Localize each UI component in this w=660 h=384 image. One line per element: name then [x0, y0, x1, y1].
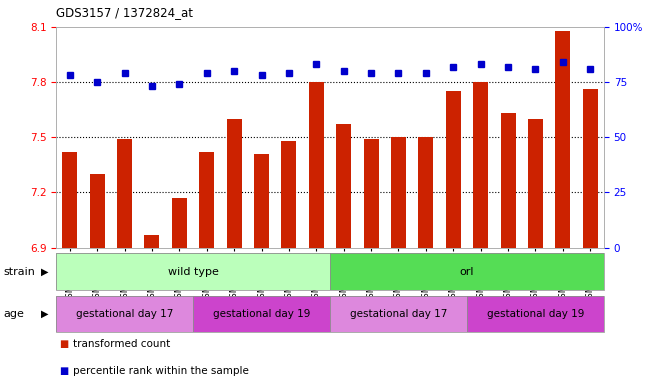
Bar	[500, 113, 515, 248]
Bar	[254, 154, 269, 248]
Bar	[336, 124, 351, 248]
Bar	[309, 82, 324, 248]
Text: ■: ■	[59, 339, 69, 349]
Bar	[56, 253, 330, 290]
Bar	[62, 152, 77, 248]
Bar	[193, 296, 330, 332]
Text: wild type: wild type	[168, 266, 218, 277]
Text: strain: strain	[3, 266, 35, 277]
Bar	[364, 139, 379, 248]
Text: ▶: ▶	[41, 309, 49, 319]
Bar	[528, 119, 543, 248]
Text: gestational day 19: gestational day 19	[486, 309, 584, 319]
Bar	[391, 137, 406, 248]
Text: gestational day 17: gestational day 17	[350, 309, 447, 319]
Bar	[199, 152, 214, 248]
Bar	[473, 82, 488, 248]
Text: gestational day 19: gestational day 19	[213, 309, 310, 319]
Text: age: age	[3, 309, 24, 319]
Bar	[172, 198, 187, 248]
Text: ▶: ▶	[41, 266, 49, 277]
Bar	[145, 235, 160, 248]
Text: gestational day 17: gestational day 17	[76, 309, 174, 319]
Bar	[56, 296, 193, 332]
Bar	[226, 119, 242, 248]
Text: transformed count: transformed count	[73, 339, 170, 349]
Text: GDS3157 / 1372824_at: GDS3157 / 1372824_at	[56, 6, 193, 19]
Bar	[90, 174, 105, 248]
Bar	[446, 91, 461, 248]
Bar	[467, 296, 604, 332]
Bar	[330, 253, 604, 290]
Bar	[583, 89, 598, 248]
Bar	[330, 296, 467, 332]
Bar	[117, 139, 132, 248]
Bar	[281, 141, 296, 248]
Bar	[555, 31, 570, 248]
Text: percentile rank within the sample: percentile rank within the sample	[73, 366, 248, 376]
Text: ■: ■	[59, 366, 69, 376]
Text: orl: orl	[460, 266, 474, 277]
Bar	[418, 137, 434, 248]
